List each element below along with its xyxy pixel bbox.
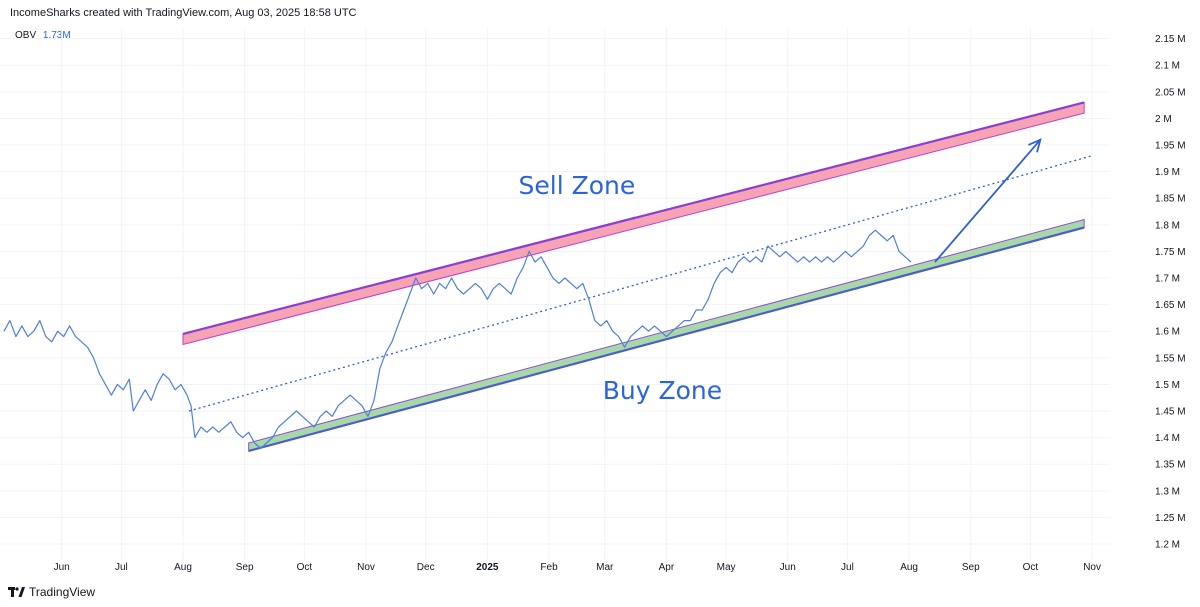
y-tick-label: 1.35 M — [1155, 460, 1186, 471]
buy-zone-bottom-line[interactable] — [248, 226, 1085, 453]
x-tick-label: 2025 — [476, 562, 499, 573]
y-tick-label: 1.85 M — [1155, 194, 1186, 205]
projection-arrow[interactable] — [934, 138, 1042, 263]
y-tick-label: 1.9 M — [1155, 167, 1180, 178]
y-tick-label: 2 M — [1155, 114, 1172, 125]
chart-header: IncomeSharks created with TradingView.co… — [10, 7, 357, 19]
y-tick-label: 1.8 M — [1155, 220, 1180, 231]
x-tick-label: Sep — [962, 562, 980, 573]
sell-zone-top-line[interactable] — [182, 101, 1085, 335]
x-tick-label: Jun — [780, 562, 796, 573]
y-tick-label: 2.15 M — [1155, 34, 1186, 45]
x-axis[interactable]: Jun Jul Aug Sep Oct Nov Dec 2025 Feb Mar Apr May Jun… — [54, 562, 1101, 573]
y-tick-label: 1.4 M — [1155, 433, 1180, 444]
obv-series-line — [3, 229, 912, 449]
x-tick-label: Sep — [236, 562, 254, 573]
x-tick-label: Oct — [297, 562, 313, 573]
y-tick-label: 2.05 M — [1155, 87, 1186, 98]
x-tick-label: Mar — [596, 562, 614, 573]
y-tick-label: 1.2 M — [1155, 540, 1180, 551]
grid-lines — [0, 28, 1110, 560]
x-tick-label: Aug — [900, 562, 918, 573]
zones-layer — [182, 101, 1093, 453]
x-tick-label: Jul — [115, 562, 128, 573]
tradingview-brand: TradingView — [29, 585, 96, 599]
y-tick-label: 1.3 M — [1155, 486, 1180, 497]
x-tick-label: Nov — [1083, 562, 1101, 573]
y-tick-label: 1.45 M — [1155, 407, 1186, 418]
buy-zone-label: Buy Zone — [603, 376, 722, 405]
x-tick-label: Apr — [659, 562, 675, 573]
y-tick-label: 1.5 M — [1155, 380, 1180, 391]
footer-branding: TradingView — [8, 585, 95, 599]
x-tick-label: Oct — [1023, 562, 1039, 573]
x-tick-label: Feb — [540, 562, 558, 573]
y-tick-label: 1.7 M — [1155, 274, 1180, 285]
indicator-value: 1.73M — [42, 30, 71, 41]
x-tick-label: Aug — [174, 562, 192, 573]
arrow-shaft — [934, 139, 1042, 263]
y-axis[interactable]: 2.15 M 2.1 M 2.05 M 2 M 1.95 M 1.9 M 1.85 M 1.8… — [1155, 34, 1186, 550]
y-tick-label: 1.55 M — [1155, 353, 1186, 364]
y-tick-label: 2.1 M — [1155, 61, 1180, 72]
indicator-label: OBV — [15, 30, 37, 41]
y-tick-label: 1.6 M — [1155, 327, 1180, 338]
sell-zone-label: Sell Zone — [519, 171, 636, 200]
y-tick-label: 1.95 M — [1155, 141, 1186, 152]
y-tick-label: 1.75 M — [1155, 247, 1186, 258]
sell-zone-band[interactable] — [182, 101, 1085, 346]
channel-midline[interactable] — [188, 155, 1093, 412]
x-tick-label: Dec — [417, 562, 435, 573]
indicator-legend[interactable]: OBV 1.73M — [15, 30, 71, 41]
y-tick-label: 1.65 M — [1155, 300, 1186, 311]
tradingview-logo-icon — [8, 587, 25, 597]
arrow-head — [1028, 138, 1042, 153]
y-tick-label: 1.25 M — [1155, 513, 1186, 524]
x-tick-label: Jun — [54, 562, 70, 573]
x-tick-label: Nov — [357, 562, 375, 573]
x-tick-label: Jul — [841, 562, 854, 573]
x-tick-label: May — [717, 562, 736, 573]
